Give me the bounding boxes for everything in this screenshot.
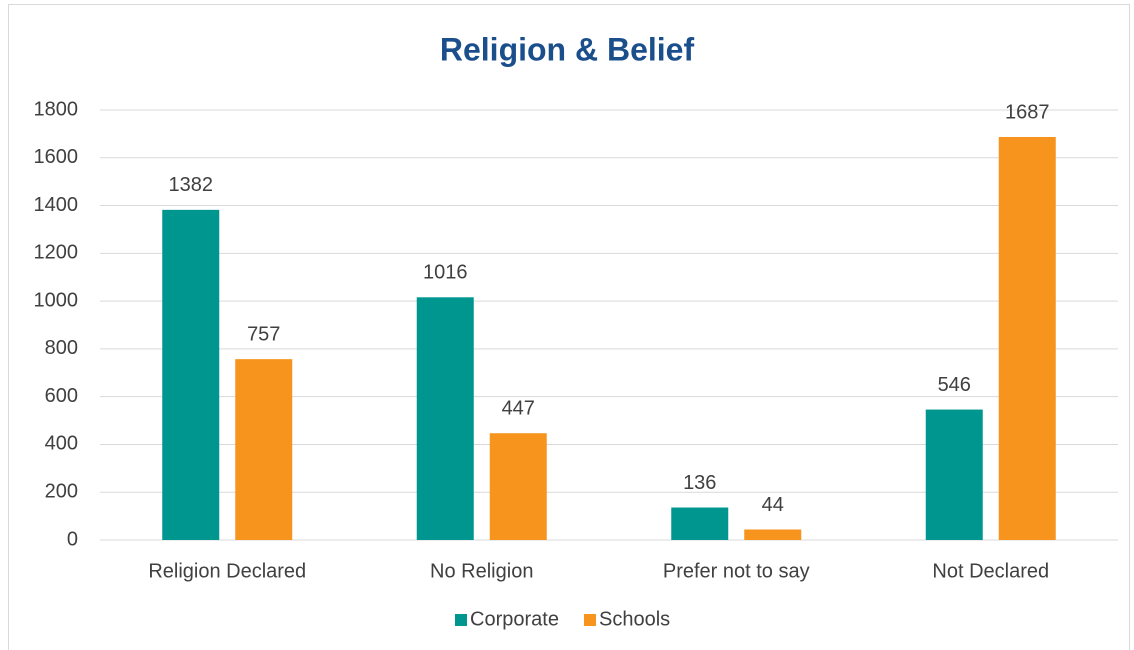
bar	[744, 529, 802, 540]
chart-title: Religion & Belief	[440, 31, 695, 67]
x-tick-label: No Religion	[430, 560, 533, 582]
legend-label: Corporate	[470, 608, 559, 630]
data-label: 757	[247, 323, 280, 345]
data-label: 1016	[423, 262, 468, 284]
bar	[925, 409, 983, 540]
data-label: 44	[762, 494, 784, 516]
bar	[998, 136, 1056, 540]
legend-swatch	[455, 614, 467, 626]
legend-label: Schools	[599, 608, 670, 630]
legend-swatch	[584, 614, 596, 626]
bar	[162, 209, 220, 540]
y-tick-label: 400	[45, 433, 78, 455]
y-tick-label: 800	[45, 337, 78, 359]
bar	[671, 507, 729, 540]
y-tick-label: 200	[45, 481, 78, 503]
x-tick-label: Religion Declared	[148, 560, 306, 582]
y-tick-label: 600	[45, 385, 78, 407]
y-tick-label: 1000	[34, 289, 79, 311]
data-label: 447	[502, 397, 535, 419]
bar	[235, 359, 293, 540]
y-tick-label: 1400	[34, 194, 79, 216]
y-tick-label: 1800	[34, 98, 79, 120]
data-label: 136	[683, 472, 716, 494]
y-tick-label: 1200	[34, 242, 79, 264]
y-tick-label: 1600	[34, 146, 79, 168]
bar	[489, 433, 547, 540]
data-label: 1382	[169, 174, 214, 196]
bar	[416, 297, 474, 540]
x-tick-label: Not Declared	[932, 560, 1049, 582]
y-tick-label: 0	[67, 528, 78, 550]
x-tick-label: Prefer not to say	[663, 560, 810, 582]
data-label: 1687	[1005, 101, 1050, 123]
data-label: 546	[938, 374, 971, 396]
